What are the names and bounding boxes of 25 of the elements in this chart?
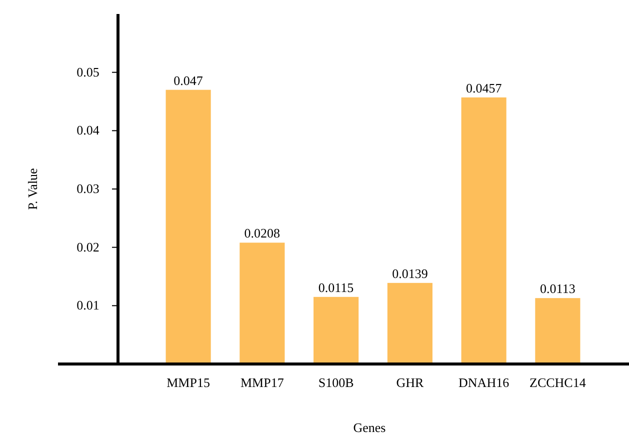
bar xyxy=(387,282,432,364)
data-label: 0.0457 xyxy=(466,80,502,96)
y-tick-label: 0.02 xyxy=(76,239,100,254)
data-label: 0.0115 xyxy=(318,280,354,295)
data-label: 0.047 xyxy=(174,72,204,88)
y-tick-label: 0.05 xyxy=(76,64,100,80)
x-tick-label: DNAH16 xyxy=(458,375,510,390)
y-tick-label: 0.03 xyxy=(76,181,100,196)
bar xyxy=(535,298,580,364)
x-tick-label: MMP17 xyxy=(240,375,284,390)
y-tick-label: 0.04 xyxy=(76,122,100,138)
data-label: 0.0208 xyxy=(244,226,280,241)
bar xyxy=(166,90,211,364)
x-tick-label: S100B xyxy=(318,375,354,390)
x-tick-label: ZCCHC14 xyxy=(530,375,586,390)
x-tick-label: GHR xyxy=(396,375,424,390)
data-label: 0.0113 xyxy=(540,281,576,296)
y-tick-label: 0.01 xyxy=(76,298,100,313)
data-label: 0.0139 xyxy=(392,266,428,281)
x-tick-label: MMP15 xyxy=(166,375,210,390)
y-axis-title: P. Value xyxy=(25,168,40,210)
bar xyxy=(461,97,506,364)
bar xyxy=(314,296,359,364)
x-axis-title: Genes xyxy=(353,420,386,435)
bar xyxy=(240,242,285,364)
